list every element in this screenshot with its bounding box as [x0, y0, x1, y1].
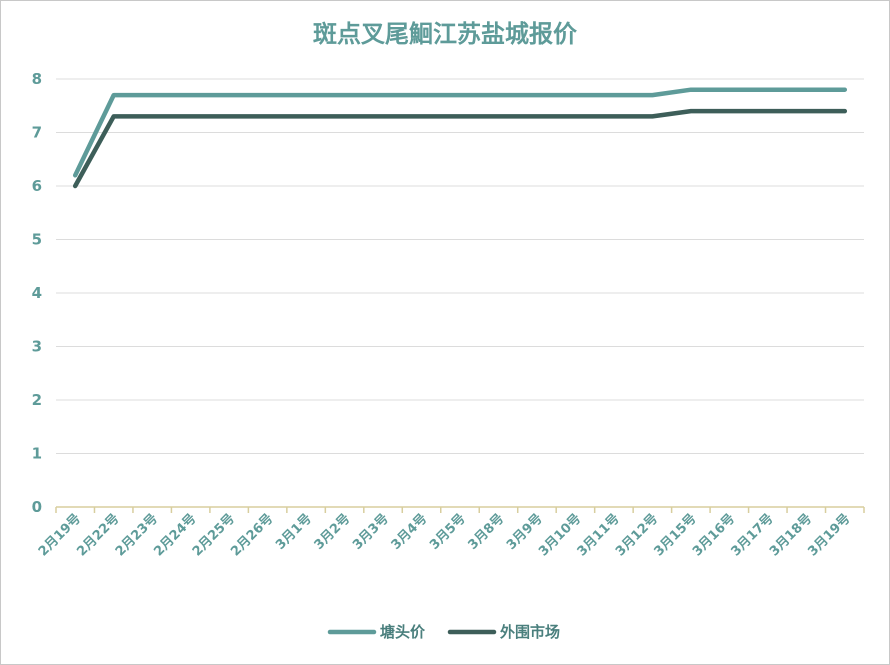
y-tick-label: 0 — [32, 498, 42, 516]
x-tick-label: 3月2号 — [312, 511, 354, 553]
gridlines — [56, 78, 864, 454]
legend-label: 外围市场 — [499, 623, 560, 641]
x-tick-label: 3月5号 — [427, 511, 469, 553]
y-tick-label: 4 — [32, 284, 42, 302]
series-lines — [72, 87, 848, 189]
y-tick-label: 7 — [32, 124, 42, 142]
x-axis-tick-labels: 2月19号2月22号2月23号2月24号2月25号2月26号3月1号3月2号3月… — [36, 511, 854, 559]
x-axis — [55, 506, 865, 513]
x-tick-label: 3月3号 — [350, 511, 392, 553]
x-tick-label: 3月1号 — [273, 511, 315, 553]
legend-label: 塘头价 — [380, 623, 426, 641]
series-line — [72, 87, 848, 178]
y-axis-ticks: 0 1 2 3 4 5 6 7 8 — [32, 70, 42, 516]
x-tick-label: 3月8号 — [466, 511, 508, 553]
chart-title: 斑点叉尾鮰江苏盐城报价 — [313, 19, 577, 48]
y-tick-label: 3 — [32, 338, 42, 356]
legend: 塘头价 外围市场 — [327, 623, 560, 641]
y-tick-label: 6 — [32, 177, 42, 195]
x-tick-label: 2月26号 — [228, 511, 276, 559]
y-tick-label: 8 — [32, 70, 42, 88]
series-line — [72, 108, 848, 189]
x-tick-label: 3月19号 — [805, 511, 853, 559]
y-tick-label: 1 — [32, 445, 42, 463]
y-tick-label: 5 — [32, 231, 42, 249]
x-tick-label: 3月4号 — [389, 511, 431, 553]
y-tick-label: 2 — [32, 391, 42, 409]
